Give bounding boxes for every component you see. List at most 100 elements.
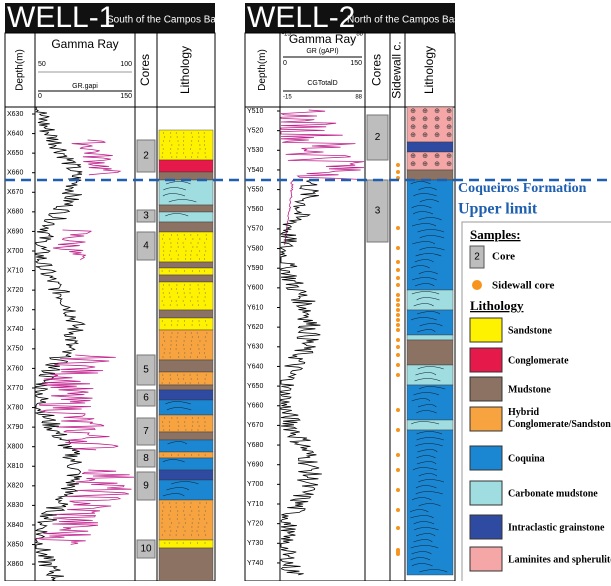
- depth-label: Y670: [247, 422, 263, 429]
- column-header: Depth(m): [257, 49, 268, 91]
- grain-dot: [170, 297, 171, 298]
- grain-dot: [177, 515, 178, 516]
- depth-label: Y730: [247, 540, 263, 547]
- lithology-layer: [159, 548, 213, 581]
- grain-dot: [171, 145, 172, 146]
- grain-dot: [205, 341, 206, 342]
- sidewall-dot: [396, 428, 400, 432]
- grain-dot: [183, 511, 184, 512]
- grain-dot: [197, 422, 198, 423]
- grain-dot: [192, 247, 193, 248]
- gamma-curve: [53, 230, 91, 260]
- grain-dot: [176, 133, 177, 134]
- grain-dot: [162, 345, 163, 346]
- depth-label: X770: [7, 385, 23, 392]
- grain-dot: [185, 337, 186, 338]
- legend-swatch: [470, 407, 502, 431]
- grain-dot: [204, 418, 205, 419]
- legend-title: Samples:: [470, 227, 521, 242]
- grain-dot: [191, 535, 192, 536]
- core-label: 9: [143, 481, 149, 492]
- grain-dot: [204, 507, 205, 508]
- grain-dot: [184, 353, 185, 354]
- lithology-layer: [159, 222, 213, 232]
- depth-label: Y610: [247, 304, 263, 311]
- grain-dot: [199, 145, 200, 146]
- spherulite: ⊕: [434, 116, 440, 123]
- grain-dot: [197, 235, 198, 236]
- grain-dot: [205, 293, 206, 294]
- grain-dot: [184, 341, 185, 342]
- legend-label: Laminites and spherulites: [508, 554, 611, 565]
- grain-dot: [204, 285, 205, 286]
- sidewall-dot: [396, 170, 400, 174]
- grain-dot: [197, 375, 198, 376]
- spherulite: ⊕: [434, 153, 440, 160]
- depth-label: X840: [7, 522, 23, 529]
- grain-dot: [205, 379, 206, 380]
- grain-dot: [183, 141, 184, 142]
- grain-dot: [192, 153, 193, 154]
- grain-dot: [169, 141, 170, 142]
- grain-dot: [162, 515, 163, 516]
- scale-label: 100: [120, 61, 132, 68]
- grain-dot: [171, 455, 172, 456]
- grain-dot: [184, 321, 185, 322]
- grain-dot: [205, 297, 206, 298]
- formation-limit: Upper limit: [458, 201, 538, 218]
- legend-label: Conglomerate: [508, 355, 569, 366]
- grain-dot: [204, 519, 205, 520]
- grain-dot: [162, 145, 163, 146]
- grain-dot: [205, 157, 206, 158]
- grain-dot: [177, 259, 178, 260]
- legend-label-line: Hybrid: [508, 407, 542, 418]
- well-log-figure: WELL-1South of the Campos BasinDepth(m)C…: [0, 0, 611, 581]
- grain-dot: [176, 301, 177, 302]
- grain-dot: [162, 503, 163, 504]
- grain-dot: [190, 235, 191, 236]
- grain-dot: [190, 243, 191, 244]
- grain-dot: [185, 519, 186, 520]
- grain-dot: [205, 251, 206, 252]
- grain-dot: [199, 519, 200, 520]
- grain-dot: [191, 353, 192, 354]
- depth-label: X710: [7, 267, 23, 274]
- grain-dot: [199, 251, 200, 252]
- grain-dot: [191, 527, 192, 528]
- grain-dot: [198, 137, 199, 138]
- grain-dot: [178, 357, 179, 358]
- depth-label: X680: [7, 209, 23, 216]
- lithology-layer: [159, 330, 213, 360]
- grain-dot: [170, 137, 171, 138]
- depth-label: Y650: [247, 383, 263, 390]
- grain-dot: [185, 157, 186, 158]
- lithology-layer: [159, 360, 213, 372]
- legend-label: Core: [492, 251, 515, 263]
- grain-dot: [192, 523, 193, 524]
- grain-dot: [185, 383, 186, 384]
- grain-dot: [178, 149, 179, 150]
- grain-dot: [171, 333, 172, 334]
- grain-dot: [176, 503, 177, 504]
- grain-dot: [176, 251, 177, 252]
- grain-dot: [206, 375, 207, 376]
- legend-title: Lithology: [470, 298, 524, 313]
- sidewall-dot: [396, 323, 400, 327]
- grain-dot: [184, 357, 185, 358]
- sidewall-dot: [396, 363, 400, 367]
- grain-dot: [177, 527, 178, 528]
- grain-dot: [205, 321, 206, 322]
- column-header: Sidewall c.: [390, 41, 404, 98]
- depth-label: X860: [7, 561, 23, 568]
- grain-dot: [206, 239, 207, 240]
- grain-dot: [164, 325, 165, 326]
- lithology-layer: [159, 440, 213, 452]
- grain-dot: [170, 349, 171, 350]
- grain-dot: [199, 259, 200, 260]
- grain-dot: [178, 383, 179, 384]
- grain-dot: [169, 535, 170, 536]
- grain-dot: [192, 531, 193, 532]
- grain-dot: [191, 297, 192, 298]
- grain-dot: [183, 247, 184, 248]
- sidewall-dot: [396, 552, 400, 556]
